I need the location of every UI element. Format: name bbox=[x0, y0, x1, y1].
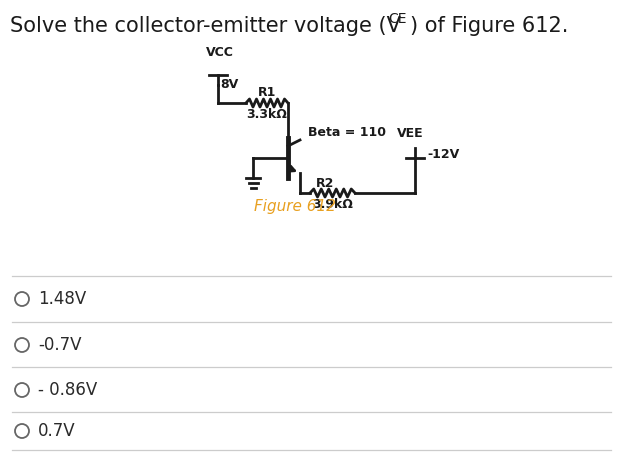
Text: Solve the collector-emitter voltage (V: Solve the collector-emitter voltage (V bbox=[10, 16, 401, 36]
Text: Figure 612: Figure 612 bbox=[254, 198, 336, 213]
Text: -12V: -12V bbox=[427, 148, 459, 162]
Text: VCC: VCC bbox=[206, 46, 234, 59]
Text: - 0.86V: - 0.86V bbox=[38, 381, 97, 399]
Text: 0.7V: 0.7V bbox=[38, 422, 75, 440]
Text: R2: R2 bbox=[316, 177, 334, 190]
Text: 3.3kΩ: 3.3kΩ bbox=[247, 108, 287, 121]
Text: 1.48V: 1.48V bbox=[38, 290, 86, 308]
Text: ) of Figure 612.: ) of Figure 612. bbox=[410, 16, 568, 36]
Text: 3.9kΩ: 3.9kΩ bbox=[312, 198, 353, 211]
Text: VEE: VEE bbox=[397, 127, 423, 140]
Text: CE: CE bbox=[388, 12, 406, 26]
Text: 8V: 8V bbox=[220, 78, 238, 91]
Text: Beta = 110: Beta = 110 bbox=[308, 126, 386, 140]
Text: -0.7V: -0.7V bbox=[38, 336, 82, 354]
Text: R1: R1 bbox=[258, 86, 276, 99]
